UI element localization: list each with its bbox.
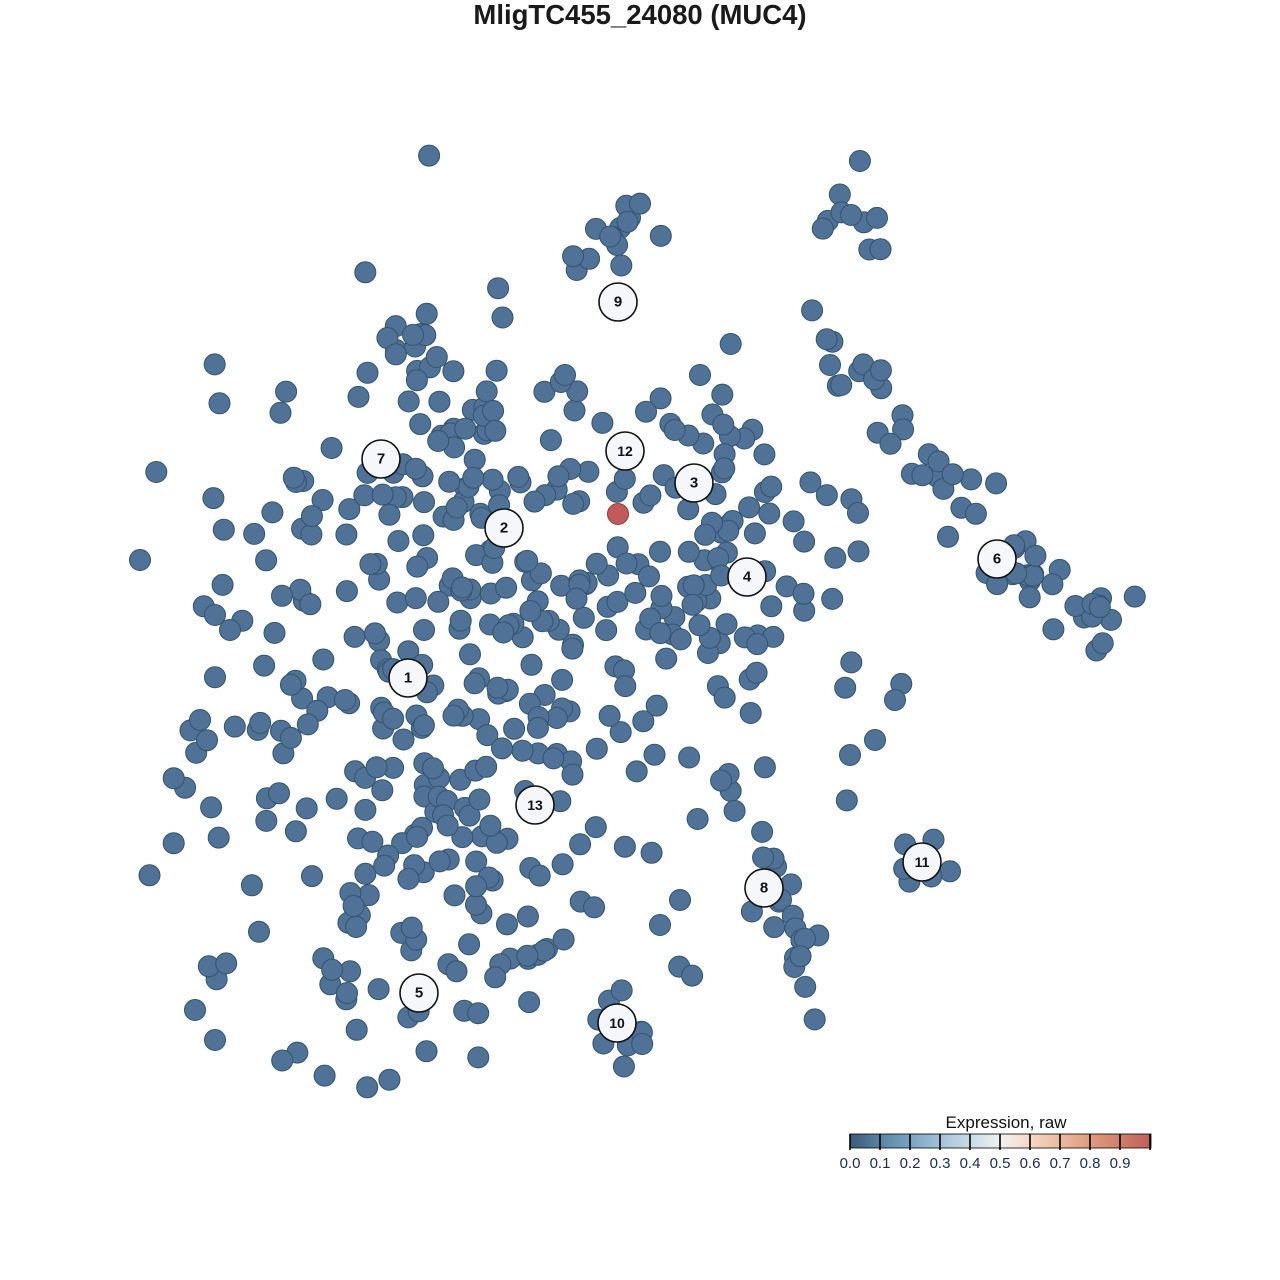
- svg-text:11: 11: [915, 854, 930, 870]
- svg-text:0.2: 0.2: [900, 1155, 921, 1172]
- svg-text:0.3: 0.3: [930, 1155, 951, 1172]
- svg-text:0.5: 0.5: [990, 1155, 1011, 1172]
- svg-text:0.6: 0.6: [1020, 1155, 1041, 1172]
- svg-text:10: 10: [609, 1015, 625, 1031]
- svg-text:0.4: 0.4: [960, 1155, 981, 1172]
- svg-text:0.8: 0.8: [1080, 1155, 1101, 1172]
- svg-text:0.0: 0.0: [840, 1155, 861, 1172]
- svg-text:1: 1: [404, 670, 412, 687]
- svg-text:7: 7: [377, 451, 385, 468]
- svg-text:6: 6: [993, 551, 1001, 568]
- svg-text:Expression, raw: Expression, raw: [946, 1113, 1068, 1132]
- svg-text:13: 13: [527, 797, 543, 813]
- svg-text:5: 5: [415, 985, 423, 1002]
- svg-text:0.7: 0.7: [1050, 1155, 1071, 1172]
- svg-text:12: 12: [617, 443, 633, 459]
- svg-text:0.1: 0.1: [870, 1155, 891, 1172]
- svg-text:9: 9: [614, 294, 622, 311]
- svg-text:0.9: 0.9: [1110, 1155, 1131, 1172]
- svg-text:3: 3: [690, 475, 698, 492]
- svg-text:2: 2: [500, 520, 508, 537]
- svg-text:4: 4: [743, 569, 752, 586]
- svg-text:8: 8: [760, 880, 768, 897]
